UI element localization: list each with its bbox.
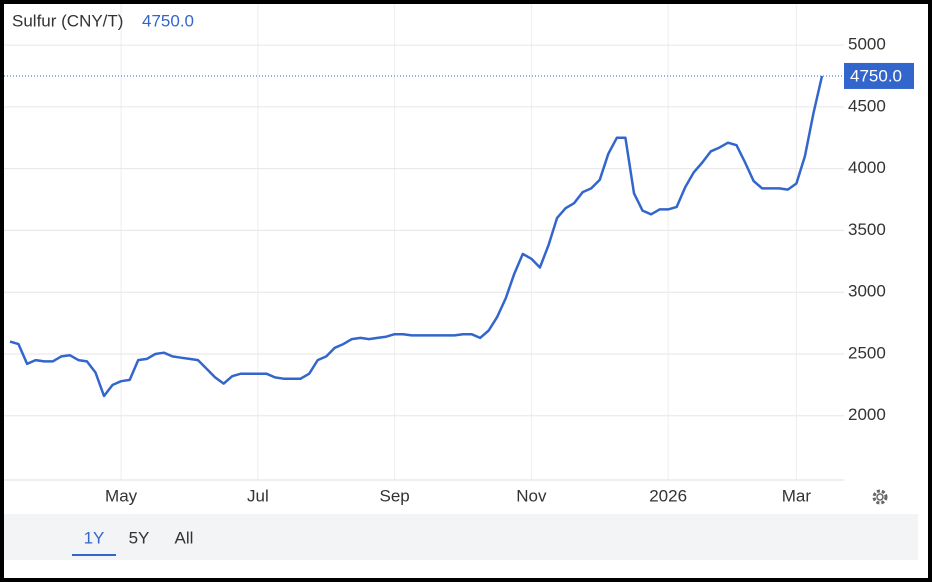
x-tick-label: May [105, 486, 138, 505]
y-tick-label: 4500 [848, 96, 886, 115]
y-tick-label: 5000 [848, 35, 886, 54]
y-tick-label: 3000 [848, 282, 886, 301]
y-tick-label: 2000 [848, 405, 886, 424]
chart: Sulfur (CNY/T) 4750.0 2000 2500 3000 3500 40… [4, 4, 918, 560]
range-bar [4, 514, 918, 560]
range-button[interactable]: All [175, 528, 194, 547]
last-value-box [844, 62, 914, 89]
x-tick-label: Nov [516, 486, 547, 505]
last-value-label: 4750.0 [850, 66, 902, 85]
price-line [9, 75, 824, 398]
chart-title: Sulfur (CNY/T) [12, 11, 123, 30]
x-tick-label: Jul [247, 486, 269, 505]
y-tick-label: 4000 [848, 158, 886, 177]
x-tick-label: Sep [380, 486, 410, 505]
title-last-value: 4750.0 [142, 11, 194, 30]
y-tick-label: 3500 [848, 220, 886, 239]
y-tick-label: 2500 [848, 343, 886, 362]
x-tick-label: 2026 [649, 486, 687, 505]
x-tick-label: Mar [782, 486, 812, 505]
range-button[interactable]: 5Y [129, 528, 150, 547]
settings-icon[interactable] [872, 489, 888, 505]
range-button[interactable]: 1Y [84, 528, 105, 547]
